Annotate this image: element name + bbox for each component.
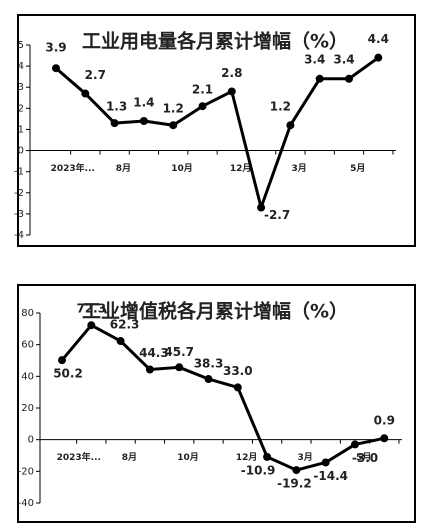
- marker: [145, 365, 154, 374]
- marker: [345, 74, 353, 83]
- marker: [198, 102, 207, 111]
- y-tick-label: 1: [18, 124, 24, 135]
- marker: [292, 466, 301, 475]
- y-tick-label: -3: [14, 209, 24, 220]
- y-tick-label: 5: [18, 40, 24, 51]
- x-tick-label: 12月: [230, 163, 252, 174]
- y-tick-label: 4: [18, 61, 24, 72]
- marker: [58, 356, 66, 365]
- marker: [139, 117, 148, 125]
- y-tick-label: 0: [28, 435, 34, 446]
- marker: [263, 452, 272, 461]
- y-tick-label: 3: [18, 82, 24, 93]
- marker: [81, 89, 90, 98]
- x-tick-label: 5月: [356, 452, 371, 463]
- value-label: 62.3: [110, 318, 140, 332]
- marker: [321, 458, 330, 467]
- x-tick-label: 12月: [236, 452, 258, 463]
- marker: [233, 383, 242, 392]
- value-label: 33.0: [223, 364, 253, 378]
- marker: [374, 53, 383, 62]
- marker: [116, 337, 125, 346]
- value-label: 44.3: [139, 346, 169, 360]
- chart-frame: [17, 284, 416, 523]
- y-tick-label: 40: [21, 371, 34, 382]
- y-tick-label: -2: [14, 188, 24, 199]
- marker: [87, 321, 96, 330]
- value-label: 3.9: [45, 41, 66, 55]
- value-label: 38.3: [194, 357, 224, 371]
- marker: [315, 74, 324, 83]
- y-tick-label: 2: [18, 103, 24, 114]
- marker: [52, 64, 60, 73]
- value-label: 1.4: [133, 96, 154, 110]
- x-tick-label: 10月: [177, 452, 199, 463]
- x-tick-label: 2023年...: [51, 162, 95, 174]
- chart-title: 工业用电量各月累计增幅（%）: [82, 30, 348, 53]
- y-tick-label: 0: [18, 146, 24, 157]
- marker: [351, 440, 359, 449]
- value-label: -14.4: [313, 469, 348, 483]
- line: [55, 56, 380, 210]
- x-tick-label: 8月: [116, 163, 131, 174]
- line: [60, 323, 385, 472]
- value-label: 1.3: [106, 100, 127, 114]
- value-label: 72.3: [76, 302, 106, 316]
- marker: [257, 203, 266, 212]
- chart-title: 工业增值税各月累计增幅（%）: [82, 300, 348, 323]
- value-label: 2.1: [192, 83, 213, 97]
- value-label: 50.2: [53, 367, 83, 381]
- marker: [175, 363, 184, 372]
- y-tick-label: -4: [14, 230, 24, 241]
- marker: [380, 434, 389, 443]
- marker: [227, 87, 236, 96]
- y-tick-label: -40: [18, 498, 34, 509]
- value-label: 1.2: [163, 102, 184, 116]
- value-label: -2.7: [264, 208, 290, 222]
- value-label: 45.7: [164, 345, 194, 359]
- marker: [169, 121, 178, 130]
- x-tick-label: 3月: [292, 163, 307, 174]
- x-tick-label: 2023年...: [57, 451, 101, 463]
- value-label: 2.7: [85, 68, 106, 82]
- marker: [110, 119, 119, 128]
- value-label: 3.4: [333, 52, 354, 66]
- x-tick-label: 3月: [298, 452, 313, 463]
- y-tick-label: -1: [14, 167, 24, 178]
- x-tick-label: 10月: [171, 163, 193, 174]
- x-tick-label: 8月: [122, 452, 137, 463]
- y-tick-label: 20: [21, 403, 34, 414]
- value-label: 3.4: [304, 52, 325, 66]
- marker: [204, 375, 213, 384]
- value-label: 2.8: [221, 66, 242, 80]
- marker: [286, 121, 295, 130]
- value-label: 4.4: [368, 32, 389, 46]
- value-label: 1.2: [270, 100, 291, 114]
- y-tick-label: -20: [18, 466, 34, 477]
- x-tick-label: 5月: [350, 163, 365, 174]
- value-label: -10.9: [241, 463, 276, 477]
- y-tick-label: 60: [21, 340, 34, 351]
- value-label: -3.0: [352, 451, 378, 465]
- value-label: 0.9: [374, 414, 395, 428]
- chart-frame: [17, 14, 416, 247]
- y-tick-label: 80: [21, 308, 34, 319]
- value-label: -19.2: [277, 477, 312, 491]
